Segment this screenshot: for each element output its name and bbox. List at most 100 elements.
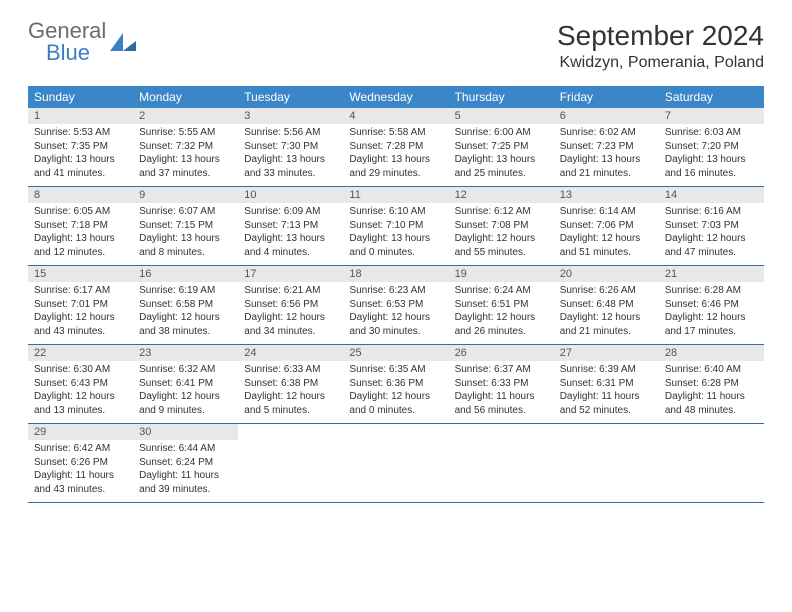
daylight-text: Daylight: 12 hours and 9 minutes. [139,390,232,417]
day-body: Sunrise: 6:23 AMSunset: 6:53 PMDaylight:… [343,282,448,344]
day-number: 27 [554,345,659,361]
day-number: 17 [238,266,343,282]
calendar-cell: 16Sunrise: 6:19 AMSunset: 6:58 PMDayligh… [133,266,238,345]
daylight-text: Daylight: 13 hours and 33 minutes. [244,153,337,180]
calendar-cell: 4Sunrise: 5:58 AMSunset: 7:28 PMDaylight… [343,108,448,187]
sunrise-text: Sunrise: 6:21 AM [244,284,337,298]
calendar-cell: 6 Sunrise: 6:02 AMSunset: 7:23 PMDaylight… [554,108,659,187]
sunset-text: Sunset: 6:51 PM [455,298,548,312]
sunset-text: Sunset: 7:25 PM [455,140,548,154]
sunset-text: Sunset: 6:41 PM [139,377,232,391]
calendar-body: 1Sunrise: 5:53 AMSunset: 7:35 PMDaylight… [28,108,764,503]
day-body: Sunrise: 6:14 AMSunset: 7:06 PMDaylight:… [554,203,659,265]
sunset-text: Sunset: 6:33 PM [455,377,548,391]
daylight-text: Daylight: 12 hours and 21 minutes. [560,311,653,338]
calendar-cell: 24Sunrise: 6:33 AMSunset: 6:38 PMDayligh… [238,345,343,424]
calendar-cell: 14Sunrise: 6:16 AMSunset: 7:03 PMDayligh… [659,187,764,266]
sunset-text: Sunset: 7:35 PM [34,140,127,154]
header: General Blue September 2024 Kwidzyn, Pom… [28,20,764,72]
calendar-cell [449,424,554,503]
day-number: 23 [133,345,238,361]
weekday-header: Tuesday [238,86,343,108]
sunrise-text: Sunrise: 6:33 AM [244,363,337,377]
daylight-text: Daylight: 12 hours and 5 minutes. [244,390,337,417]
sunset-text: Sunset: 7:23 PM [560,140,653,154]
day-body: Sunrise: 6:40 AMSunset: 6:28 PMDaylight:… [659,361,764,423]
day-number: 19 [449,266,554,282]
day-number: 4 [343,108,448,124]
sunrise-text: Sunrise: 6:10 AM [349,205,442,219]
calendar-cell: 25Sunrise: 6:35 AMSunset: 6:36 PMDayligh… [343,345,448,424]
logo-general: General [28,20,106,42]
day-number: 26 [449,345,554,361]
daylight-text: Daylight: 11 hours and 43 minutes. [34,469,127,496]
day-number: 9 [133,187,238,203]
sunset-text: Sunset: 7:06 PM [560,219,653,233]
title-block: September 2024 Kwidzyn, Pomerania, Polan… [557,20,764,72]
day-number: 13 [554,187,659,203]
weekday-header: Monday [133,86,238,108]
day-number: 12 [449,187,554,203]
sunrise-text: Sunrise: 5:58 AM [349,126,442,140]
sunrise-text: Sunrise: 6:02 AM [560,126,653,140]
day-number: 15 [28,266,133,282]
calendar-week: 8Sunrise: 6:05 AMSunset: 7:18 PMDaylight… [28,187,764,266]
calendar-cell: 1Sunrise: 5:53 AMSunset: 7:35 PMDaylight… [28,108,133,187]
day-number: 3 [238,108,343,124]
calendar-cell: 11Sunrise: 6:10 AMSunset: 7:10 PMDayligh… [343,187,448,266]
daylight-text: Daylight: 12 hours and 47 minutes. [665,232,758,259]
sunrise-text: Sunrise: 6:32 AM [139,363,232,377]
calendar-cell: 13Sunrise: 6:14 AMSunset: 7:06 PMDayligh… [554,187,659,266]
daylight-text: Daylight: 13 hours and 25 minutes. [455,153,548,180]
day-number: 1 [28,108,133,124]
daylight-text: Daylight: 12 hours and 13 minutes. [34,390,127,417]
calendar-week: 1Sunrise: 5:53 AMSunset: 7:35 PMDaylight… [28,108,764,187]
calendar-cell: 8Sunrise: 6:05 AMSunset: 7:18 PMDaylight… [28,187,133,266]
calendar-week: 15Sunrise: 6:17 AMSunset: 7:01 PMDayligh… [28,266,764,345]
month-title: September 2024 [557,20,764,52]
day-number: 25 [343,345,448,361]
daylight-text: Daylight: 13 hours and 21 minutes. [560,153,653,180]
sunset-text: Sunset: 6:28 PM [665,377,758,391]
day-number: 10 [238,187,343,203]
day-number: 6 [554,108,659,124]
day-body: Sunrise: 6:35 AMSunset: 6:36 PMDaylight:… [343,361,448,423]
sunrise-text: Sunrise: 6:19 AM [139,284,232,298]
sunset-text: Sunset: 6:24 PM [139,456,232,470]
calendar-cell [343,424,448,503]
logo-blue: Blue [46,42,106,64]
weekday-header: Thursday [449,86,554,108]
sunrise-text: Sunrise: 6:26 AM [560,284,653,298]
day-body: Sunrise: 6:16 AMSunset: 7:03 PMDaylight:… [659,203,764,265]
sunset-text: Sunset: 7:18 PM [34,219,127,233]
daylight-text: Daylight: 12 hours and 55 minutes. [455,232,548,259]
logo: General Blue [28,20,136,64]
day-body: Sunrise: 6:05 AMSunset: 7:18 PMDaylight:… [28,203,133,265]
daylight-text: Daylight: 12 hours and 34 minutes. [244,311,337,338]
calendar-cell: 17Sunrise: 6:21 AMSunset: 6:56 PMDayligh… [238,266,343,345]
sunrise-text: Sunrise: 6:37 AM [455,363,548,377]
day-number: 16 [133,266,238,282]
day-number: 28 [659,345,764,361]
day-body: Sunrise: 6:17 AMSunset: 7:01 PMDaylight:… [28,282,133,344]
sunrise-text: Sunrise: 6:07 AM [139,205,232,219]
sunset-text: Sunset: 7:15 PM [139,219,232,233]
calendar-cell: 30Sunrise: 6:44 AMSunset: 6:24 PMDayligh… [133,424,238,503]
sunset-text: Sunset: 6:43 PM [34,377,127,391]
sunrise-text: Sunrise: 6:42 AM [34,442,127,456]
daylight-text: Daylight: 13 hours and 8 minutes. [139,232,232,259]
day-number: 5 [449,108,554,124]
calendar-cell [238,424,343,503]
daylight-text: Daylight: 11 hours and 52 minutes. [560,390,653,417]
sunset-text: Sunset: 7:32 PM [139,140,232,154]
daylight-text: Daylight: 12 hours and 26 minutes. [455,311,548,338]
sunset-text: Sunset: 7:30 PM [244,140,337,154]
calendar-cell: 9 Sunrise: 6:07 AMSunset: 7:15 PMDaylight… [133,187,238,266]
day-number: 8 [28,187,133,203]
location: Kwidzyn, Pomerania, Poland [557,54,764,72]
calendar-cell: 22Sunrise: 6:30 AMSunset: 6:43 PMDayligh… [28,345,133,424]
sunrise-text: Sunrise: 6:03 AM [665,126,758,140]
day-body: Sunrise: 6:33 AMSunset: 6:38 PMDaylight:… [238,361,343,423]
day-number: 29 [28,424,133,440]
calendar-cell: 23 Sunrise: 6:32 AMSunset: 6:41 PMDayligh… [133,345,238,424]
